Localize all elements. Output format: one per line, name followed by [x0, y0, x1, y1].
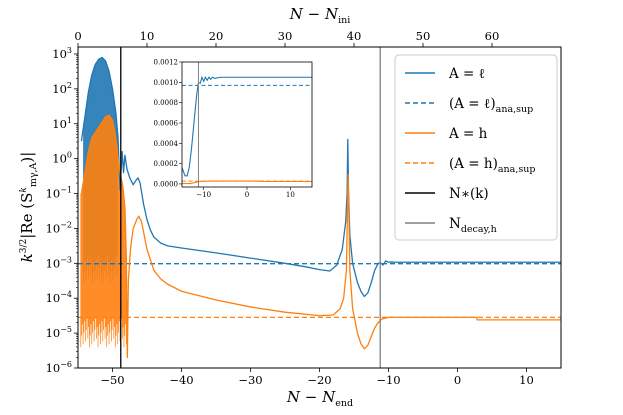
oscillation-band-1 — [80, 115, 127, 348]
y-tick-label-7: 101 — [52, 116, 72, 131]
top-x-tick-label-0: 0 — [74, 29, 81, 43]
inset-x-tick-label-0: −10 — [196, 191, 211, 199]
inset-y-tick-label-3: 0.0006 — [154, 119, 179, 127]
inset-plot: −10 0 10 0.0000 0.0002 0.0004 0.0006 0.0008 0.00… — [154, 59, 313, 199]
legend-box — [394, 54, 558, 241]
inset-y-tick-label-1: 0.0002 — [154, 160, 179, 168]
inset-y-tick-label-0: 0.0000 — [154, 180, 179, 188]
y-tick-label-1: 10−5 — [46, 325, 72, 340]
top-x-tick-label-2: 20 — [209, 29, 224, 43]
y-axis-label: k3/2|Re (Skmγ,A)| — [18, 152, 39, 263]
inset-line-l — [182, 75, 312, 177]
x-tick-label-1: −40 — [169, 373, 193, 387]
series-line-2 — [80, 114, 561, 359]
top-x-axis-label: N − Nini — [289, 5, 351, 26]
inset-x-tick-label-2: 10 — [286, 191, 295, 199]
x-axis-label: N − Nend — [286, 388, 353, 409]
x-tick-label-4: −10 — [376, 373, 400, 387]
inset-y-tick-label-5: 0.0010 — [154, 79, 179, 87]
x-tick-label-6: 10 — [519, 373, 534, 387]
x-tick-label-5: 0 — [454, 373, 461, 387]
legend-label-5: Ndecay,h — [449, 216, 497, 235]
inset-y-tick-label-4: 0.0008 — [154, 99, 179, 107]
legend-label-3: (A = h)ana,sup — [449, 156, 535, 175]
x-tick-label-0: −50 — [100, 373, 124, 387]
inset-x-tick-label-1: 0 — [245, 191, 249, 199]
y-tick-label-3: 10−3 — [46, 255, 72, 270]
y-tick-label-4: 10−2 — [46, 220, 72, 235]
top-x-tick-label-1: 10 — [140, 29, 155, 43]
top-x-tick-label-3: 30 — [278, 29, 293, 43]
x-tick-label-2: −30 — [238, 373, 262, 387]
y-tick-label-6: 100 — [52, 151, 72, 166]
legend-label-1: (A = ℓ)ana,sup — [449, 96, 533, 115]
inset-y-tick-label-2: 0.0004 — [154, 140, 179, 148]
legend-label-2: A = h — [448, 126, 488, 142]
y-tick-label-5: 10−1 — [46, 186, 72, 201]
y-tick-label-2: 10−4 — [46, 290, 72, 305]
legend-label-4: N∗(k) — [449, 186, 489, 202]
top-x-tick-label-5: 50 — [416, 29, 431, 43]
x-tick-label-3: −20 — [307, 373, 331, 387]
legend: A = ℓ (A = ℓ)ana,sup A = h (A = h)ana,sup N∗… — [394, 54, 558, 241]
legend-label-0: A = ℓ — [448, 66, 485, 82]
inset-line-h — [182, 180, 312, 185]
top-x-tick-label-6: 60 — [485, 29, 500, 43]
inset-y-tick-label-6: 0.0012 — [154, 59, 179, 67]
y-tick-label-8: 102 — [52, 81, 72, 96]
top-x-tick-label-4: 40 — [347, 29, 362, 43]
y-tick-label-0: 10−6 — [46, 360, 72, 375]
y-tick-label-9: 103 — [52, 46, 72, 61]
